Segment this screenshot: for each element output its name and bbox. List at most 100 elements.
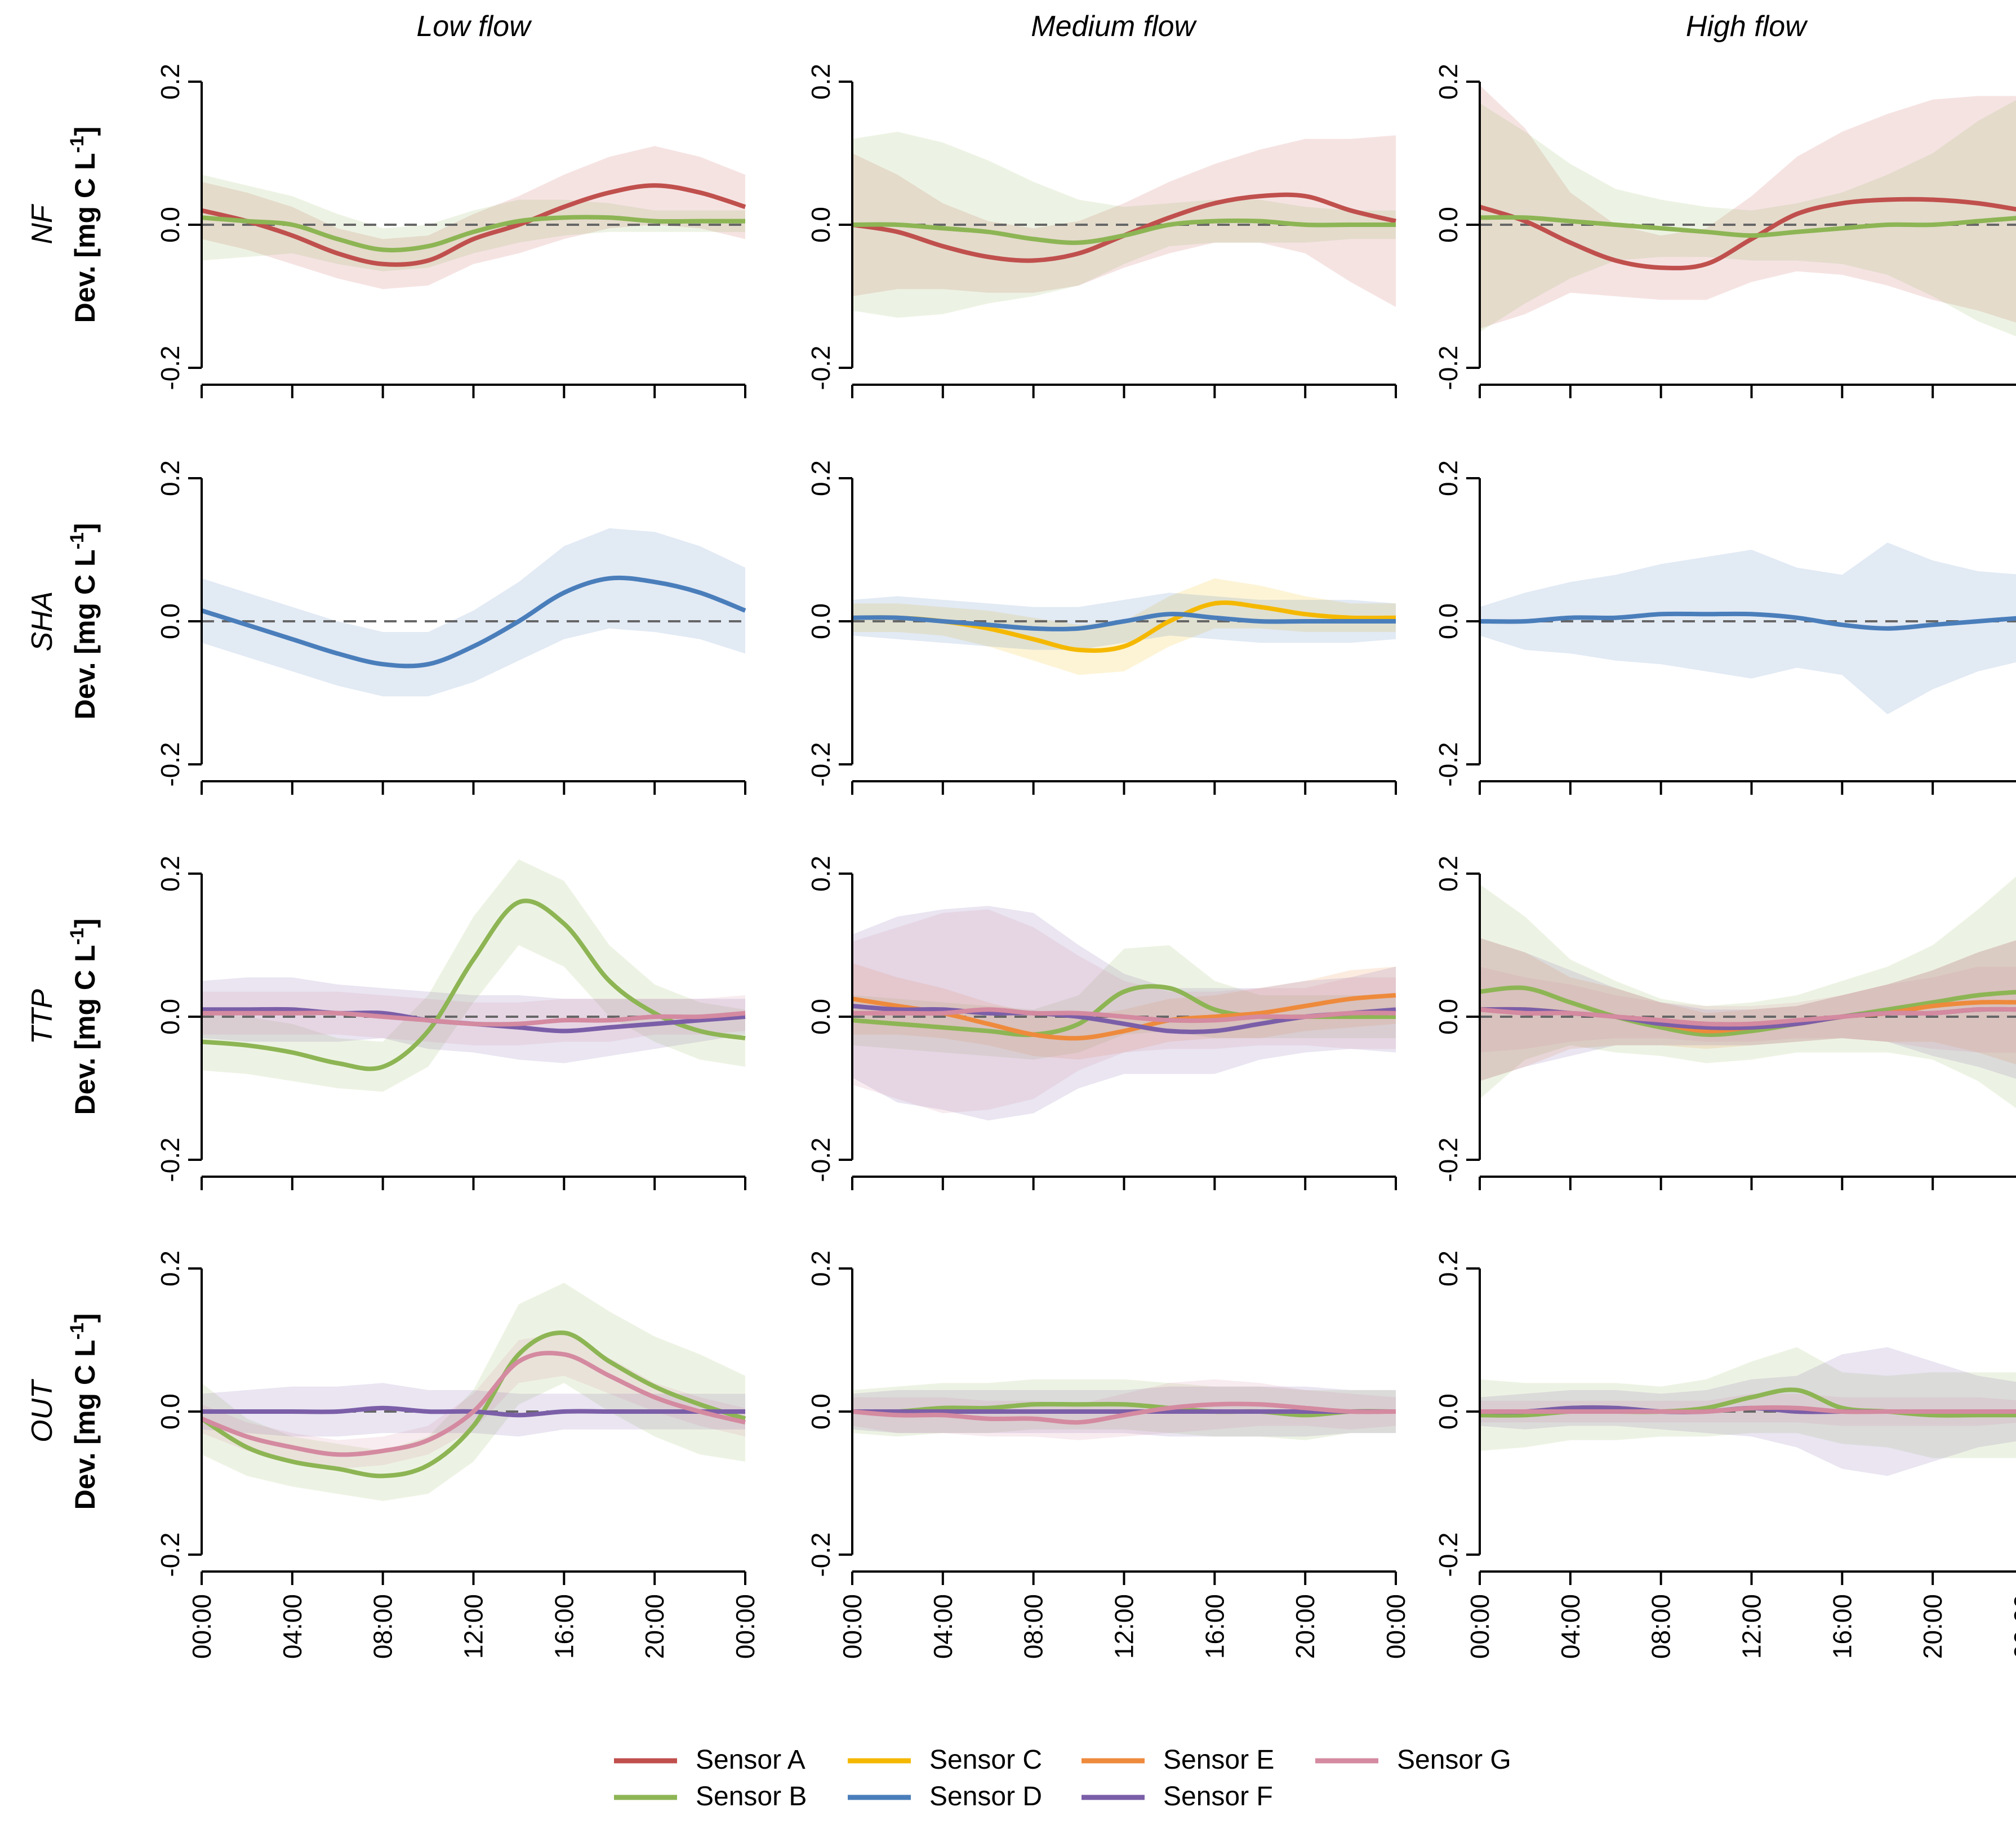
- legend-item-sensor-f: Sensor F: [1082, 1782, 1273, 1811]
- row-labels: NF Dev. [mg C L-1]SHA Dev. [mg C L-1]TTP De…: [26, 127, 101, 1510]
- y-tick-label-group: 0.2: [806, 1250, 835, 1287]
- y-axis-title-main: Dev. [mg C L: [69, 945, 101, 1115]
- band-sensor-c: [852, 578, 1396, 675]
- legend-item-sensor-c: Sensor C: [848, 1745, 1042, 1775]
- legend-item-sensor-a: Sensor A: [614, 1745, 805, 1775]
- legend-label: Sensor G: [1397, 1745, 1511, 1775]
- x-tick-label: 16:00: [549, 1594, 578, 1659]
- y-tick-label-group: 0.0: [806, 999, 835, 1035]
- series-line-sensor-g: [1479, 1007, 2016, 1027]
- column-title: High flow: [1686, 10, 1808, 43]
- panel-ttp-medium-flow: -0.2 0.0 0.2: [806, 856, 1397, 1190]
- y-tick-label: 0.2: [1434, 64, 1463, 100]
- y-tick-label-group: 0.2: [1434, 64, 1463, 100]
- band-sensor-f: [852, 906, 1396, 1121]
- series-line-sensor-b: [201, 898, 746, 1071]
- row-label-group: NF: [26, 203, 59, 244]
- x-tick-label: 00:00: [2009, 1594, 2016, 1659]
- y-tick-label: -0.2: [806, 742, 835, 786]
- x-tick-label: 04:00: [1556, 1594, 1585, 1659]
- y-tick-label-group: -0.2: [155, 742, 185, 786]
- row-label-group: SHA: [26, 591, 59, 652]
- x-tick-label-group: 00:00: [731, 1594, 760, 1659]
- row-label: OUT: [26, 1379, 59, 1443]
- y-tick-label: 0.0: [806, 207, 835, 243]
- y-axis-title-end: ]: [69, 919, 101, 928]
- y-tick-label-group: -0.2: [155, 1532, 185, 1577]
- x-tick-label: 20:00: [1290, 1594, 1320, 1659]
- series-line-sensor-g: [852, 1401, 1396, 1425]
- y-tick-label-group: 0.0: [806, 603, 835, 639]
- band-sensor-b: [1480, 100, 2016, 337]
- y-tick-label-group: 0.0: [1434, 999, 1463, 1035]
- y-tick-label-group: -0.2: [806, 1532, 835, 1577]
- x-tick-label-group: 20:00: [1290, 1594, 1320, 1659]
- band-sensor-d: [1480, 542, 2016, 715]
- column-title: Low flow: [416, 10, 532, 43]
- y-tick-label-group: 0.2: [155, 64, 185, 100]
- series-line-sensor-b: [1479, 215, 2016, 238]
- y-axis-title-superscript: -1: [66, 1323, 88, 1339]
- band-sensor-b: [202, 175, 745, 271]
- y-tick-label-group: -0.2: [155, 345, 185, 390]
- y-tick-label: 0.0: [1434, 999, 1463, 1035]
- y-tick-label: 0.2: [806, 856, 835, 892]
- x-tick-label-group: 16:00: [549, 1594, 578, 1659]
- panel-out-medium-flow: -0.2 0.0 0.2 00:00 04:00 08:00 12:00 16:00 20:00…: [806, 1250, 1410, 1659]
- y-axis-title-end: ]: [69, 127, 101, 136]
- series-line-sensor-g: [201, 1351, 746, 1457]
- x-tick-label-group: 20:00: [640, 1594, 669, 1659]
- y-axis-title: Dev. [mg C L-1]: [66, 523, 101, 720]
- y-tick-label: -0.2: [1434, 345, 1463, 390]
- y-tick-label-group: 0.0: [155, 207, 185, 243]
- x-tick-label-group: 00:00: [1381, 1594, 1410, 1659]
- x-tick-label-group: 08:00: [1646, 1594, 1676, 1659]
- band-sensor-b: [1480, 1347, 2016, 1458]
- y-axis-title-end: ]: [69, 1314, 101, 1323]
- y-tick-label: 0.0: [1434, 207, 1463, 243]
- y-axis-title-main: Dev. [mg C L: [69, 1340, 101, 1510]
- band-sensor-f: [202, 977, 745, 1063]
- y-tick-label: -0.2: [1434, 742, 1463, 786]
- series-line-sensor-b: [201, 215, 745, 253]
- band-sensor-b: [1480, 876, 2016, 1109]
- row-label: SHA: [26, 591, 59, 652]
- panel-nf-medium-flow: -0.2 0.0 0.2: [806, 64, 1397, 398]
- x-tick-label-group: 12:00: [459, 1594, 488, 1659]
- y-tick-label-group: 0.0: [1434, 1394, 1463, 1430]
- y-axis-title-superscript: -1: [66, 136, 88, 153]
- panel-sha-low-flow: -0.2 0.0 0.2: [155, 460, 746, 795]
- y-tick-label: -0.2: [155, 1532, 185, 1577]
- y-tick-label: -0.2: [155, 345, 185, 390]
- panel-nf-high-flow: -0.2 0.0 0.2: [1434, 64, 2016, 398]
- y-tick-label-group: 0.2: [155, 1250, 185, 1287]
- y-axis-title-group: Dev. [mg C L-1]: [66, 127, 101, 323]
- legend-item-sensor-e: Sensor E: [1082, 1745, 1274, 1775]
- y-tick-label-group: 0.0: [806, 207, 835, 243]
- y-tick-label: 0.2: [1434, 856, 1463, 892]
- x-tick-label: 00:00: [1465, 1594, 1494, 1659]
- y-tick-label: -0.2: [806, 1137, 835, 1182]
- series-line-sensor-b: [200, 1330, 746, 1479]
- y-tick-label-group: 0.2: [806, 856, 835, 892]
- panel-ttp-high-flow: -0.2 0.0 0.2: [1434, 856, 2016, 1190]
- legend-label: Sensor F: [1163, 1782, 1273, 1811]
- x-tick-label: 04:00: [928, 1594, 958, 1659]
- x-tick-label-group: 04:00: [278, 1594, 307, 1659]
- y-tick-label: 0.2: [1434, 460, 1463, 496]
- series-line-sensor-a: [201, 183, 746, 267]
- x-tick-label: 12:00: [1737, 1594, 1766, 1659]
- series-line-sensor-b: [1479, 985, 2016, 1037]
- x-tick-label-group: 04:00: [928, 1594, 958, 1659]
- legend-label: Sensor B: [696, 1782, 807, 1811]
- y-tick-label: 0.2: [1434, 1250, 1463, 1287]
- band-sensor-e: [1480, 938, 2016, 1081]
- panel-nf-low-flow: -0.2 0.0 0.2: [155, 64, 746, 398]
- x-tick-label-group: 08:00: [1019, 1594, 1048, 1659]
- row-label: NF: [26, 203, 59, 244]
- x-tick-label-group: 12:00: [1737, 1594, 1766, 1659]
- x-tick-label: 08:00: [368, 1594, 398, 1659]
- y-tick-label-group: -0.2: [806, 1137, 835, 1182]
- legend-label: Sensor D: [929, 1782, 1042, 1811]
- y-tick-label: 0.2: [155, 460, 185, 496]
